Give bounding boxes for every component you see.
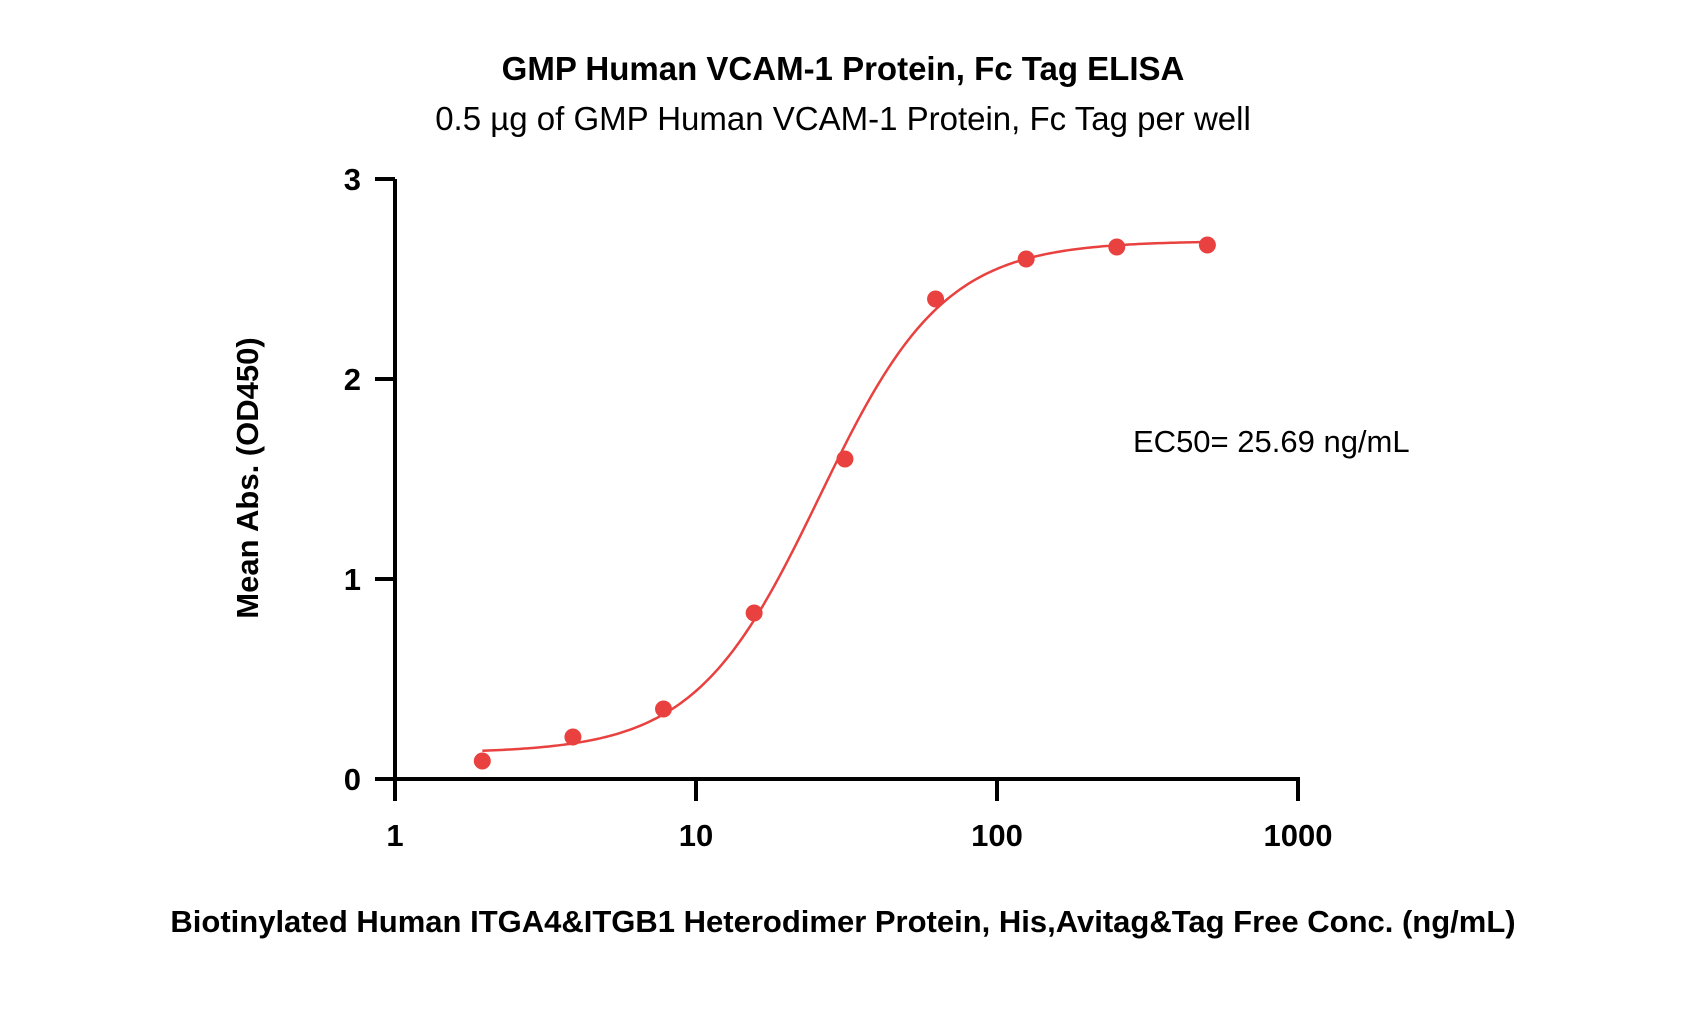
data-point [1108, 238, 1126, 256]
data-point [1017, 250, 1035, 268]
data-point [927, 290, 945, 308]
y-axis-label: Mean Abs. (OD450) [230, 337, 265, 618]
data-point [473, 752, 491, 770]
chart-title: GMP Human VCAM-1 Protein, Fc Tag ELISA [502, 50, 1185, 87]
fit-curve-layer [482, 240, 1208, 752]
data-point [655, 700, 673, 718]
chart-subtitle: 0.5 µg of GMP Human VCAM-1 Protein, Fc T… [435, 100, 1251, 137]
y-tick-label: 2 [344, 362, 361, 397]
ec50-annotation: EC50= 25.69 ng/mL [1133, 424, 1410, 459]
x-axis-label: Biotinylated Human ITGA4&ITGB1 Heterodim… [170, 904, 1515, 939]
x-tick-label: 1000 [1264, 818, 1333, 853]
data-point [745, 604, 763, 622]
y-tick-label: 0 [344, 762, 361, 797]
y-tick-label: 1 [344, 562, 361, 597]
data-point [564, 728, 582, 746]
data-points-layer [473, 236, 1216, 770]
data-point [1198, 236, 1216, 254]
y-tick-label: 3 [344, 162, 361, 197]
x-tick-label: 100 [971, 818, 1023, 853]
fit-curve [482, 240, 1208, 752]
data-point [836, 450, 854, 468]
x-tick-label: 10 [679, 818, 713, 853]
x-tick-label: 1 [386, 818, 403, 853]
